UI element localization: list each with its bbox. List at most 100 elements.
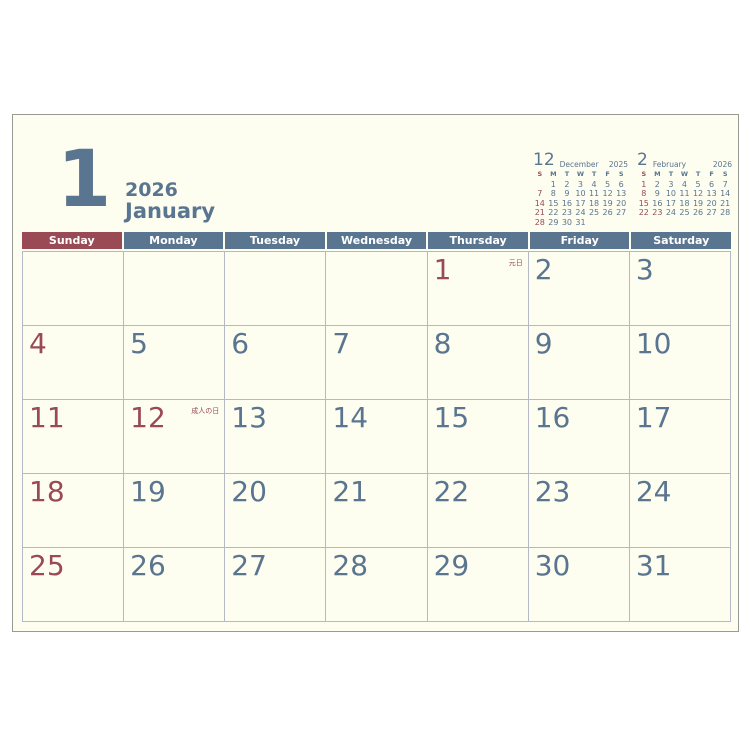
- day-cell[interactable]: 19: [124, 474, 226, 548]
- mini-day: 5: [695, 179, 701, 189]
- empty-day-cell[interactable]: [23, 252, 125, 326]
- mini-day: [587, 218, 601, 228]
- mini-day: 12: [602, 189, 613, 198]
- mini-day: 31: [575, 217, 586, 227]
- day-cell[interactable]: 31: [629, 548, 731, 622]
- weekday-tuesday: Tuesday: [225, 232, 325, 249]
- day-number: 25: [29, 549, 65, 582]
- day-cell[interactable]: 27: [225, 548, 327, 622]
- mini-day: 17: [665, 198, 676, 208]
- mini-weekday: T: [591, 170, 597, 178]
- mini-day: 26: [692, 208, 704, 217]
- day-number: 21: [332, 475, 369, 508]
- day-cell[interactable]: 2: [528, 252, 630, 326]
- day-cell[interactable]: 14: [326, 400, 428, 474]
- day-cell[interactable]: 22: [427, 474, 529, 548]
- day-cell[interactable]: 1 元日: [427, 252, 529, 326]
- weekday-sunday: Sunday: [22, 232, 122, 249]
- calendar-page: 1 2026 January 12 December 2025 S M T W T F S 1 2 3 4…: [12, 114, 739, 632]
- mini-day: 8: [641, 189, 647, 198]
- day-number: 31: [635, 549, 672, 582]
- mini-day: 27: [706, 208, 717, 217]
- day-cell[interactable]: 6: [225, 326, 327, 400]
- day-cell[interactable]: 18: [23, 474, 125, 548]
- mini-day: 26: [602, 208, 613, 217]
- mini-day: 1: [641, 179, 647, 189]
- mini-day: 28: [534, 217, 545, 227]
- holiday-label: 成人の日: [191, 407, 220, 415]
- day-cell[interactable]: 11: [23, 400, 125, 474]
- day-number: 29: [433, 549, 470, 582]
- weekday-wednesday: Wednesday: [326, 232, 427, 249]
- day-number: 28: [332, 549, 369, 582]
- day-cell[interactable]: 29: [427, 548, 529, 622]
- mini-day: 1: [550, 179, 556, 189]
- mini-day: 21: [720, 198, 731, 208]
- day-cell[interactable]: 15: [427, 400, 529, 474]
- mini-year: 2025: [608, 160, 628, 169]
- day-cell[interactable]: 9: [528, 326, 630, 400]
- day-number: 22: [433, 475, 470, 508]
- month-grid: Sunday Monday Tuesday Wednesday Thursday Frid…: [22, 232, 732, 622]
- week-row: 25 26 27 28 29 30 31: [23, 548, 731, 622]
- day-cell[interactable]: 8: [427, 326, 529, 400]
- day-cell[interactable]: 25: [23, 548, 125, 622]
- day-cell[interactable]: 17: [629, 400, 731, 474]
- day-number: 15: [433, 401, 470, 434]
- day-cell[interactable]: 28: [326, 548, 428, 622]
- day-cell[interactable]: 30: [528, 548, 630, 622]
- day-cell[interactable]: 23: [528, 474, 630, 548]
- mini-day: 10: [575, 189, 586, 198]
- mini-day: 24: [665, 208, 676, 217]
- day-cell[interactable]: 20: [225, 474, 327, 548]
- day-cell[interactable]: 10: [629, 326, 731, 400]
- mini-weekday: T: [695, 170, 701, 178]
- weekday-header: Sunday Monday Tuesday Wednesday Thursday Frid…: [22, 232, 732, 249]
- day-number: 7: [332, 327, 351, 360]
- mini-weekday: S: [537, 170, 543, 178]
- day-number: 12: [130, 401, 166, 434]
- mini-day: 15: [638, 198, 649, 208]
- mini-weekday: T: [564, 170, 570, 178]
- mini-day: 24: [575, 208, 586, 217]
- day-cell[interactable]: 24: [629, 474, 731, 548]
- mini-day: [614, 218, 628, 228]
- day-number: 2: [534, 253, 553, 286]
- mini-header: 12 December 2025: [533, 152, 628, 170]
- mini-day: 22: [548, 208, 559, 217]
- mini-day: 13: [706, 189, 717, 198]
- mini-day: 19: [602, 198, 613, 208]
- weekday-thursday: Thursday: [428, 232, 528, 249]
- day-number: 27: [231, 549, 267, 582]
- day-cell[interactable]: 4: [23, 326, 125, 400]
- day-number: 30: [534, 549, 571, 582]
- empty-day-cell[interactable]: [326, 252, 428, 326]
- mini-day: 6: [618, 179, 624, 189]
- mini-day: 14: [720, 189, 731, 198]
- day-number: 1: [433, 253, 452, 286]
- day-cell[interactable]: 16: [528, 400, 630, 474]
- mini-month-name: December: [559, 160, 599, 169]
- day-cell[interactable]: 13: [225, 400, 327, 474]
- day-cell[interactable]: 5: [124, 326, 226, 400]
- day-number: 10: [635, 327, 672, 360]
- mini-day: [533, 180, 547, 190]
- day-cell[interactable]: 7: [326, 326, 428, 400]
- mini-table: S M T W T F S 1 2 3 4 5 6 7 8 9 10 11 12 13 14 15 16 17 18 19 20 21…: [533, 170, 628, 227]
- mini-day: 10: [665, 189, 676, 198]
- day-number: 17: [635, 401, 672, 434]
- day-cell[interactable]: 12 成人の日: [124, 400, 226, 474]
- mini-day: 19: [692, 198, 704, 208]
- mini-weekday: W: [680, 170, 689, 178]
- weekday-saturday: Saturday: [631, 232, 732, 249]
- empty-day-cell[interactable]: [225, 252, 327, 326]
- day-grid: 1 元日 2 3 4 5 6 7 8 9 10 11 12 成人の日 13 14 15 16 17 18 19 20 21 2…: [22, 251, 731, 622]
- day-cell[interactable]: 3: [629, 252, 731, 326]
- mini-table: S M T W T F S 1 2 3 4 5 6 7 8 9 10 11 12 13 14 15 16 17 18 19 20 21…: [637, 170, 732, 218]
- empty-day-cell[interactable]: [124, 252, 226, 326]
- day-cell[interactable]: 26: [124, 548, 226, 622]
- day-cell[interactable]: 21: [326, 474, 428, 548]
- day-number: 9: [534, 327, 553, 360]
- day-number: 20: [231, 475, 267, 508]
- mini-day: 15: [548, 198, 559, 208]
